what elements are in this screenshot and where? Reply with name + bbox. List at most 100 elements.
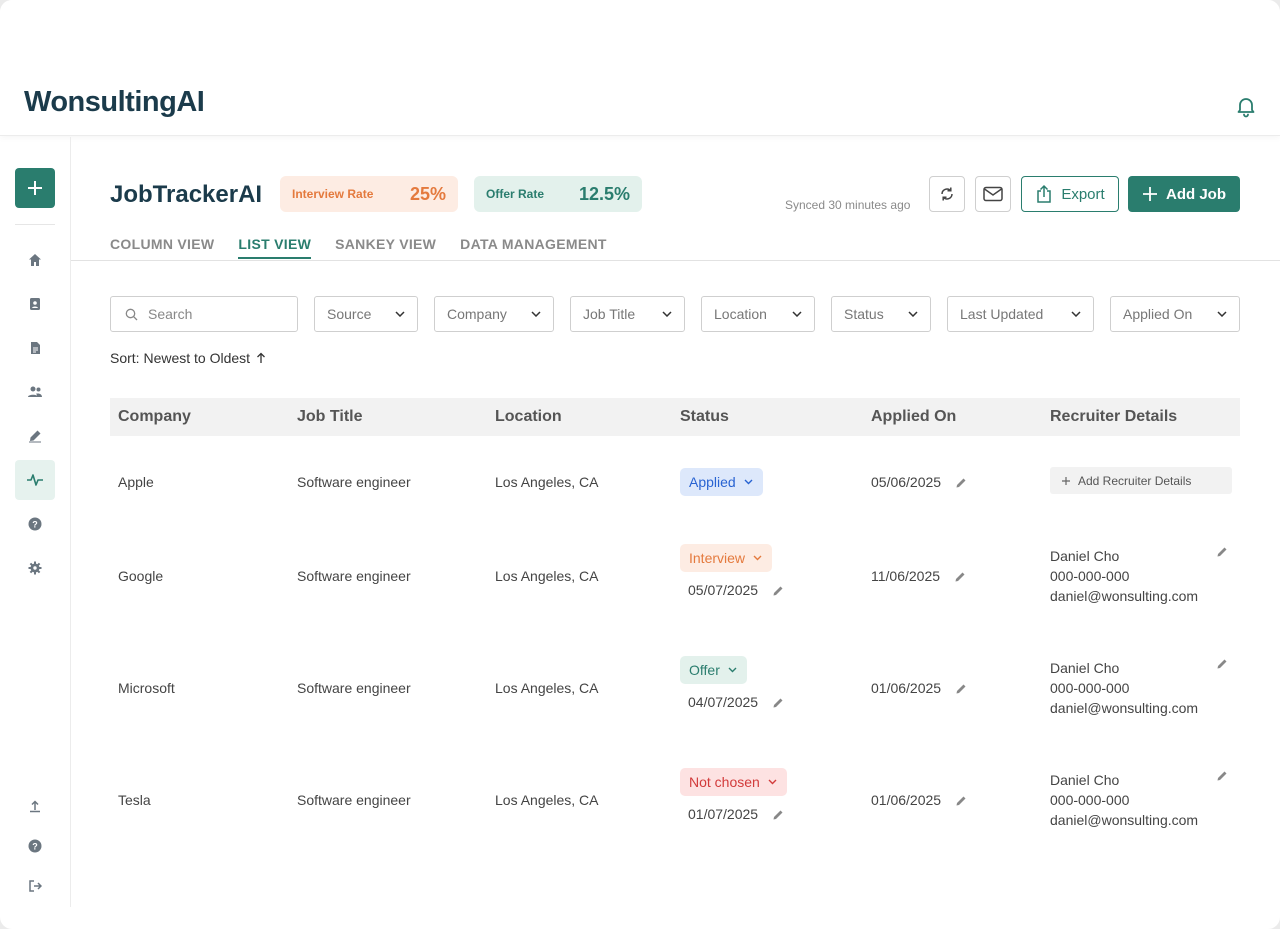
sidebar: ? ? xyxy=(0,137,71,907)
column-header-location[interactable]: Location xyxy=(495,408,562,425)
help-icon[interactable]: ? xyxy=(15,504,55,544)
column-header-recruiter-details[interactable]: Recruiter Details xyxy=(1050,408,1178,425)
gear-icon[interactable] xyxy=(15,548,55,588)
job-title-filter-label: Job Title xyxy=(583,306,636,322)
status-date-cell: 04/07/2025 xyxy=(688,694,784,710)
sort-control[interactable]: Sort: Newest to Oldest xyxy=(110,350,266,366)
sync-button[interactable] xyxy=(929,176,965,212)
company-cell: Apple xyxy=(118,474,154,490)
job-title-cell: Software engineer xyxy=(297,680,411,696)
status-dropdown[interactable]: Not chosen xyxy=(680,768,787,796)
email-button[interactable] xyxy=(975,176,1011,212)
pencil-icon[interactable] xyxy=(1216,658,1228,670)
pencil-icon[interactable] xyxy=(955,683,967,695)
contact-card-icon[interactable] xyxy=(15,284,55,324)
location-cell: Los Angeles, CA xyxy=(495,680,599,696)
chevron-down-icon xyxy=(395,311,405,317)
pencil-icon[interactable] xyxy=(772,697,784,709)
column-header-company[interactable]: Company xyxy=(118,408,191,425)
chevron-down-icon xyxy=(1071,311,1081,317)
tab-list-view[interactable]: LIST VIEW xyxy=(238,236,312,259)
offer-rate-label: Offer Rate xyxy=(486,187,545,201)
document-icon[interactable] xyxy=(15,328,55,368)
add-job-button[interactable]: Add Job xyxy=(1128,176,1240,212)
pen-icon[interactable] xyxy=(15,416,55,456)
sidebar-divider xyxy=(15,224,55,225)
status-dropdown[interactable]: Interview xyxy=(680,544,773,572)
tab-data-management[interactable]: DATA MANAGEMENT xyxy=(460,236,607,252)
offer-rate-value: 12.5% xyxy=(578,183,630,204)
pencil-icon[interactable] xyxy=(772,585,784,597)
chevron-down-icon xyxy=(728,667,737,673)
upload-icon[interactable] xyxy=(15,786,55,826)
pencil-icon[interactable] xyxy=(954,571,966,583)
status-filter-label: Status xyxy=(844,306,884,322)
applied-on-filter[interactable]: Applied On xyxy=(1110,296,1240,332)
help-icon[interactable]: ? xyxy=(15,826,55,866)
chevron-down-icon xyxy=(662,311,672,317)
table-header: Company Job Title Location Status Applie… xyxy=(110,398,1240,436)
interview-rate-value: 25% xyxy=(409,183,446,204)
location-filter[interactable]: Location xyxy=(701,296,815,332)
company-cell: Tesla xyxy=(118,792,151,808)
add-button[interactable] xyxy=(15,168,55,208)
home-icon[interactable] xyxy=(15,240,55,280)
table-row[interactable]: Tesla Software engineer Los Angeles, CA … xyxy=(110,750,1240,862)
company-cell: Microsoft xyxy=(118,680,175,696)
column-header-applied-on[interactable]: Applied On xyxy=(871,408,957,425)
table-row[interactable]: Apple Software engineer Los Angeles, CA … xyxy=(110,436,1240,526)
pencil-icon[interactable] xyxy=(955,795,967,807)
main-content: JobTrackerAI Interview Rate 25% Offer Ra… xyxy=(71,137,1280,929)
chevron-down-icon xyxy=(1217,311,1227,317)
applied-on-date: 01/06/2025 xyxy=(871,680,942,696)
search-input[interactable]: Search xyxy=(110,296,298,332)
recruiter-email: daniel@wonsulting.com xyxy=(1050,588,1199,604)
location-cell: Los Angeles, CA xyxy=(495,568,599,584)
offer-rate-badge: Offer Rate 12.5% xyxy=(474,176,642,212)
export-button[interactable]: Export xyxy=(1021,176,1119,212)
add-recruiter-details-button[interactable]: Add Recruiter Details xyxy=(1050,467,1232,494)
activity-icon[interactable] xyxy=(15,460,55,500)
pencil-icon[interactable] xyxy=(1216,546,1228,558)
pencil-icon[interactable] xyxy=(772,809,784,821)
pencil-icon[interactable] xyxy=(1216,770,1228,782)
job-title-filter[interactable]: Job Title xyxy=(570,296,685,332)
source-filter[interactable]: Source xyxy=(314,296,418,332)
mail-icon xyxy=(983,186,1003,202)
column-header-status[interactable]: Status xyxy=(680,408,729,425)
pencil-icon[interactable] xyxy=(955,477,967,489)
status-date-cell: 01/07/2025 xyxy=(688,806,784,822)
applied-on-cell: 01/06/2025 xyxy=(871,792,967,808)
location-cell: Los Angeles, CA xyxy=(495,474,599,490)
status-label: Offer xyxy=(689,662,720,678)
logout-icon[interactable] xyxy=(15,866,55,906)
bell-icon[interactable] xyxy=(1234,94,1258,118)
applied-on-date: 11/06/2025 xyxy=(871,568,941,584)
recruiter-phone: 000-000-000 xyxy=(1050,680,1130,696)
search-icon xyxy=(125,308,138,320)
table-row[interactable]: Microsoft Software engineer Los Angeles,… xyxy=(110,638,1240,750)
applied-on-cell: 11/06/2025 xyxy=(871,568,966,584)
recruiter-email: daniel@wonsulting.com xyxy=(1050,700,1199,716)
applied-on-cell: 05/06/2025 xyxy=(871,474,967,490)
status-dropdown[interactable]: Applied xyxy=(680,468,763,496)
view-tabs: COLUMN VIEW LIST VIEW SANKEY VIEW DATA M… xyxy=(110,236,607,259)
refresh-icon xyxy=(941,187,953,201)
table-row[interactable]: Google Software engineer Los Angeles, CA… xyxy=(110,526,1240,638)
company-filter[interactable]: Company xyxy=(434,296,554,332)
add-job-label: Add Job xyxy=(1166,185,1226,203)
column-header-job-title[interactable]: Job Title xyxy=(297,408,363,425)
plus-icon xyxy=(1143,187,1157,201)
logo[interactable]: WonsultingAI xyxy=(24,86,205,118)
recruiter-details: Daniel Cho 000-000-000 daniel@wonsulting… xyxy=(1050,770,1198,830)
status-filter[interactable]: Status xyxy=(831,296,931,332)
people-icon[interactable] xyxy=(15,372,55,412)
tab-sankey-view[interactable]: SANKEY VIEW xyxy=(335,236,437,252)
status-label: Not chosen xyxy=(689,774,760,790)
tab-column-view[interactable]: COLUMN VIEW xyxy=(110,236,215,252)
status-date-cell: 05/07/2025 xyxy=(688,582,784,598)
search-placeholder: Search xyxy=(148,306,193,322)
last-updated-filter[interactable]: Last Updated xyxy=(947,296,1094,332)
status-dropdown[interactable]: Offer xyxy=(680,656,747,684)
